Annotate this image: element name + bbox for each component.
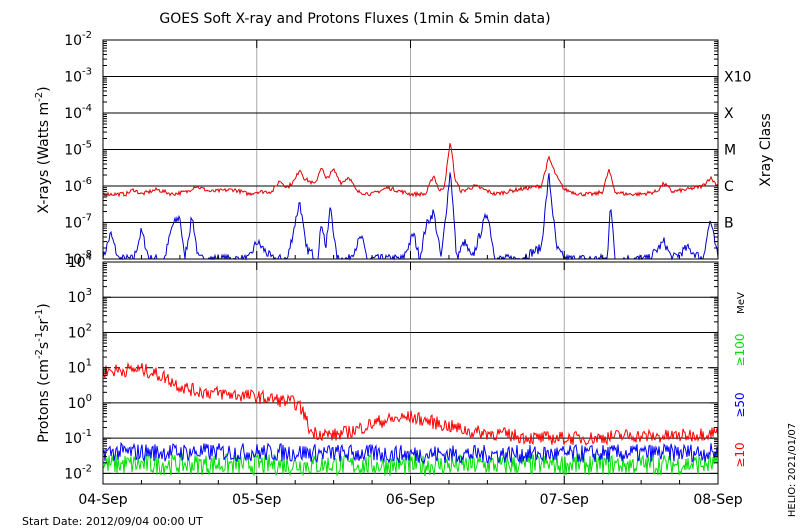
protons-y-axis-label: Protons (cm-2s-1sr-1) [34, 303, 52, 442]
xray-class-label: M [724, 143, 736, 159]
start-date-label: Start Date: 2012/09/04 00:00 UT [22, 515, 203, 528]
proton-50-series [102, 441, 719, 465]
xray-class-label: X10 [724, 70, 751, 86]
xray-long-series [102, 143, 719, 198]
xray-class-labels: X10 X M C B [724, 70, 751, 232]
protons-tick-label: 10-2 [64, 463, 92, 482]
energy-label: ≥10 [733, 442, 747, 467]
xray-ylabel-end: ) [36, 86, 52, 91]
energy-label: ≥100 [733, 334, 747, 367]
protons-series [102, 361, 719, 477]
x-tick-label: 08-Sep [693, 492, 742, 508]
protons-tick-label: 104 [68, 252, 92, 271]
xray-ylabel-exp: -2 [34, 92, 45, 102]
protons-tick-label: 10-1 [64, 428, 92, 447]
xray-tick-label: 10-5 [64, 140, 92, 159]
energy-label: MeV [736, 292, 747, 314]
xray-tick-label: 10-3 [64, 67, 92, 86]
xray-class-label: X [724, 106, 734, 122]
protons-y-ticks: 104 103 102 101 100 10-1 10-2 [64, 252, 718, 482]
x-tick-label: 06-Sep [386, 492, 435, 508]
x-tick-label: 04-Sep [78, 492, 127, 508]
x-axis-ticks: 04-Sep 05-Sep 06-Sep 07-Sep 08-Sep [78, 40, 743, 508]
x-tick-label: 05-Sep [232, 492, 281, 508]
xray-y-axis-label: X-rays (Watts m-2) [34, 86, 52, 213]
xray-tick-label: 10-2 [64, 30, 92, 49]
proton-100-series [102, 451, 719, 477]
energy-label: ≥50 [733, 392, 747, 417]
credit-label: HELIO: 2021/01/07 [787, 423, 798, 517]
xray-panel: 10-2 10-3 10-4 10-5 10-6 10-7 10-8 X10 X M C B Xra… [34, 30, 774, 268]
xray-tick-label: 10-4 [64, 103, 92, 122]
xray-gridlines [103, 40, 718, 259]
chart-title: GOES Soft X-ray and Protons Fluxes (1min… [159, 11, 550, 27]
xray-class-label: C [724, 179, 734, 195]
xray-right-axis-label: Xray Class [758, 113, 774, 187]
protons-tick-label: 102 [68, 322, 92, 341]
protons-tick-label: 103 [68, 287, 92, 306]
xray-ylabel-base: X-rays (Watts m [36, 102, 52, 214]
protons-energy-labels: MeV ≥100 ≥50 ≥10 [733, 292, 747, 468]
xray-tick-label: 10-7 [64, 213, 92, 232]
xray-tick-label: 10-6 [64, 176, 92, 195]
protons-panel: 104 103 102 101 100 10-1 10-2 MeV ≥100 ≥50 ≥10 Pr… [34, 252, 747, 485]
protons-tick-label: 100 [68, 393, 92, 412]
x-tick-label: 07-Sep [540, 492, 589, 508]
xray-tick-label: 10-8 [64, 249, 92, 268]
protons-tick-label: 101 [68, 358, 92, 377]
xray-class-label: B [724, 216, 734, 232]
proton-10-series [102, 361, 719, 446]
xray-y-ticks: 10-2 10-3 10-4 10-5 10-6 10-7 10-8 [64, 30, 718, 268]
protons-gridlines [103, 262, 718, 484]
